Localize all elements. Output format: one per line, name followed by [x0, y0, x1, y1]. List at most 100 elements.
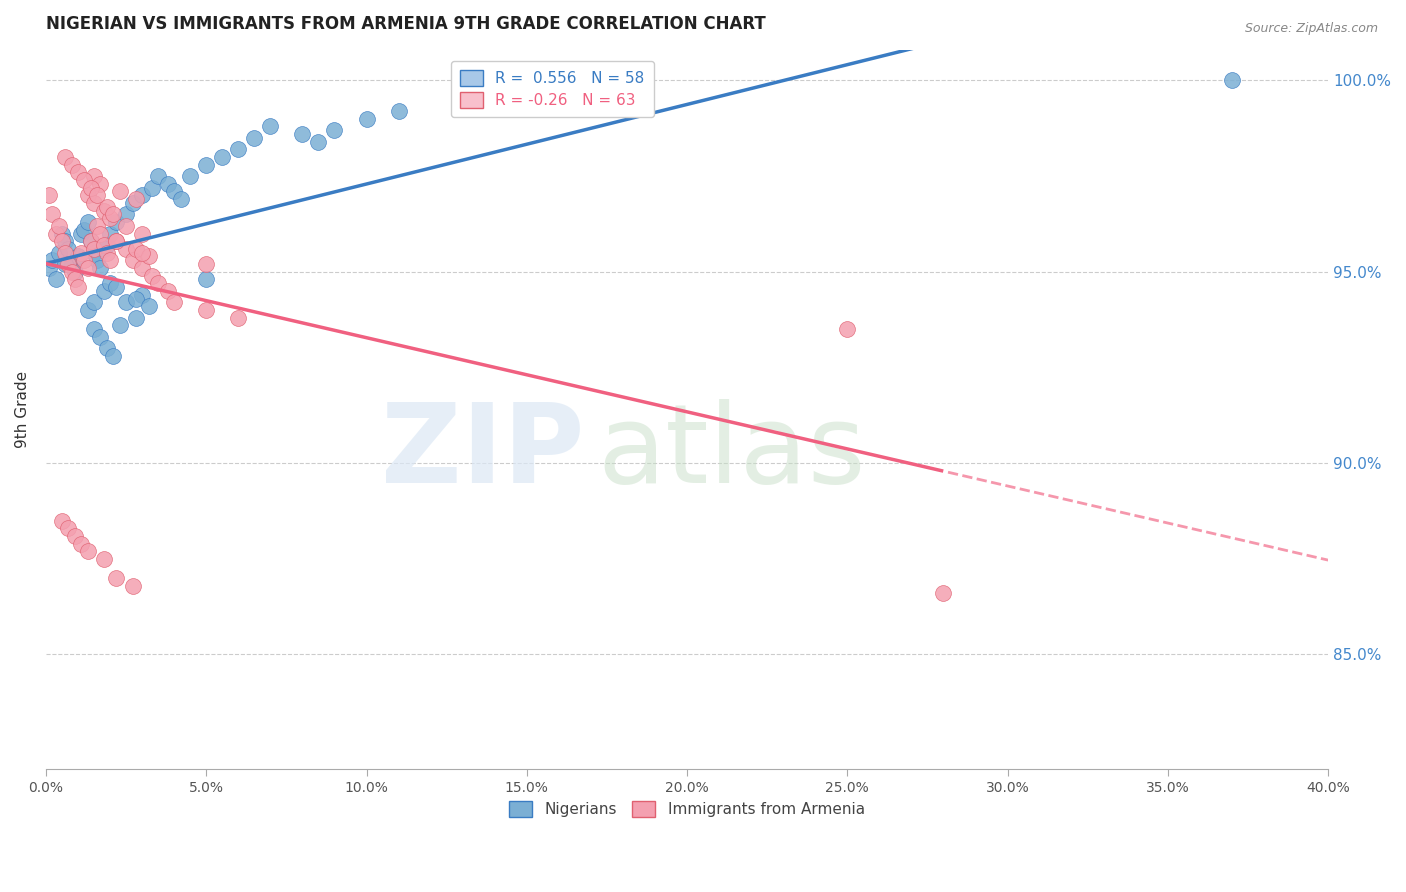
Point — [51, 227, 73, 241]
Point — [121, 253, 143, 268]
Point — [53, 234, 76, 248]
Point — [38, 188, 60, 202]
Point — [73, 173, 96, 187]
Point — [73, 223, 96, 237]
Point — [63, 529, 86, 543]
Text: ZIP: ZIP — [381, 400, 585, 507]
Point — [98, 211, 121, 226]
Point — [76, 188, 98, 202]
Point — [115, 219, 138, 233]
Legend: Nigerians, Immigrants from Armenia: Nigerians, Immigrants from Armenia — [501, 792, 873, 826]
Point — [45, 272, 67, 286]
Point — [146, 277, 169, 291]
Point — [86, 253, 108, 268]
Point — [70, 227, 93, 241]
Point — [45, 227, 67, 241]
Point — [105, 215, 128, 229]
Point — [83, 295, 105, 310]
Point — [163, 185, 186, 199]
Point — [70, 245, 93, 260]
Point — [41, 253, 63, 268]
Point — [80, 234, 103, 248]
Point — [243, 131, 266, 145]
Point — [53, 257, 76, 271]
Point — [66, 165, 89, 179]
Point — [387, 104, 409, 119]
Point — [76, 260, 98, 275]
Point — [48, 219, 70, 233]
Point — [156, 284, 179, 298]
Point — [131, 188, 153, 202]
Point — [356, 112, 378, 126]
Point — [125, 310, 148, 325]
Point — [76, 544, 98, 558]
Point — [83, 169, 105, 183]
Point — [60, 158, 83, 172]
Point — [70, 536, 93, 550]
Point — [76, 303, 98, 318]
Point — [195, 257, 218, 271]
Point — [96, 342, 118, 356]
Point — [103, 207, 125, 221]
Point — [125, 292, 148, 306]
Point — [98, 227, 121, 241]
Point — [307, 135, 329, 149]
Point — [105, 234, 128, 248]
Point — [89, 227, 111, 241]
Point — [60, 257, 83, 271]
Point — [60, 265, 83, 279]
Point — [58, 242, 80, 256]
Point — [146, 169, 169, 183]
Point — [163, 295, 186, 310]
Point — [226, 142, 249, 156]
Point — [63, 272, 86, 286]
Point — [66, 250, 89, 264]
Point — [96, 245, 118, 260]
Point — [89, 260, 111, 275]
Point — [169, 192, 191, 206]
Point — [53, 150, 76, 164]
Point — [73, 253, 96, 268]
Point — [83, 242, 105, 256]
Point — [89, 330, 111, 344]
Point — [76, 215, 98, 229]
Point — [108, 185, 131, 199]
Point — [66, 280, 89, 294]
Point — [86, 219, 108, 233]
Point — [291, 127, 314, 141]
Point — [105, 571, 128, 585]
Point — [105, 234, 128, 248]
Point — [131, 287, 153, 301]
Point — [93, 551, 115, 566]
Point — [93, 238, 115, 252]
Point — [259, 120, 281, 134]
Point — [105, 280, 128, 294]
Point — [80, 180, 103, 194]
Point — [125, 242, 148, 256]
Point — [41, 207, 63, 221]
Point — [138, 250, 160, 264]
Point — [115, 242, 138, 256]
Point — [96, 200, 118, 214]
Point — [83, 322, 105, 336]
Point — [96, 238, 118, 252]
Point — [103, 349, 125, 363]
Point — [932, 586, 955, 600]
Point — [125, 192, 148, 206]
Point — [108, 318, 131, 333]
Point — [131, 227, 153, 241]
Point — [195, 158, 218, 172]
Text: atlas: atlas — [598, 400, 866, 507]
Text: NIGERIAN VS IMMIGRANTS FROM ARMENIA 9TH GRADE CORRELATION CHART: NIGERIAN VS IMMIGRANTS FROM ARMENIA 9TH … — [46, 15, 766, 33]
Point — [121, 579, 143, 593]
Point — [93, 242, 115, 256]
Point — [38, 260, 60, 275]
Point — [93, 284, 115, 298]
Point — [115, 295, 138, 310]
Point — [141, 180, 163, 194]
Point — [48, 245, 70, 260]
Point — [83, 245, 105, 260]
Point — [131, 245, 153, 260]
Point — [80, 234, 103, 248]
Point — [226, 310, 249, 325]
